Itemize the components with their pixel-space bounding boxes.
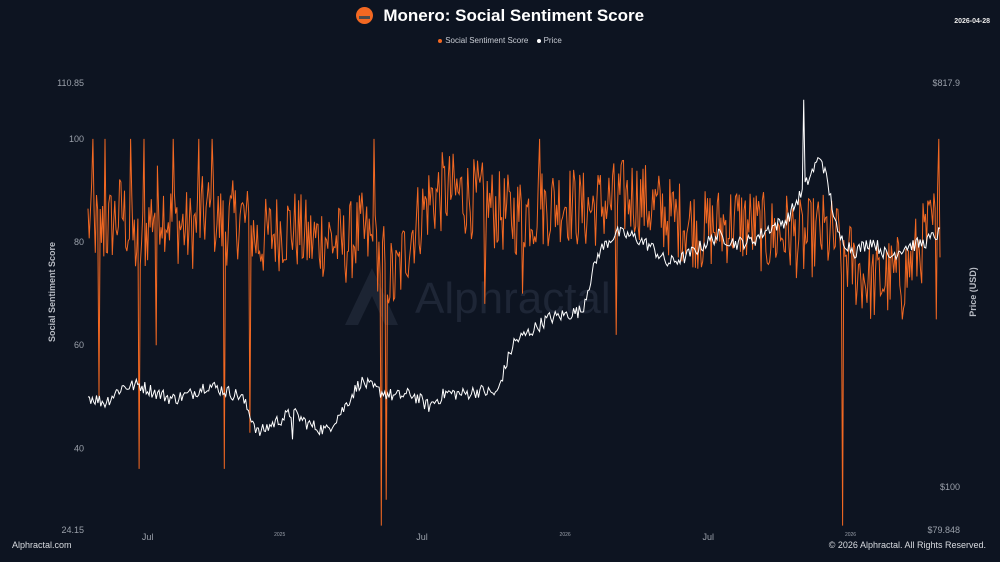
y-right-tick-label: $100 (940, 482, 960, 492)
date-stamp: 2026-04-28 (954, 18, 990, 25)
x-tick-label: Jul (702, 532, 714, 542)
footer-site[interactable]: Alphractal.com (12, 540, 72, 550)
y-left-tick-label: 60 (74, 340, 84, 350)
legend-label-price: Price (543, 36, 562, 45)
y-left-tick-label: 110.85 (57, 78, 84, 88)
series-line-sentiment (87, 138, 941, 526)
legend-dot-sentiment (438, 38, 443, 43)
x-tick-label: Jul (416, 532, 428, 542)
watermark-text: Alphractal (415, 274, 611, 323)
series-group (87, 99, 941, 526)
y-left-tick-label: 40 (74, 443, 84, 453)
x-tick-label: 2026 (845, 532, 856, 538)
chart-title: Monero: Social Sentiment Score (383, 6, 645, 25)
y-axis-right-ticks: $817.9 $100 $79.848 (927, 78, 960, 535)
series-line-price (87, 99, 941, 440)
chart-title-bar: Monero: Social Sentiment Score (0, 6, 1000, 26)
x-tick-label: Jul (142, 532, 154, 542)
x-axis-ticks: Jul 2025 Jul 2026 Jul 2026 (142, 532, 856, 542)
y-left-tick-label: 24.15 (61, 525, 84, 535)
legend-dot-price (536, 38, 541, 43)
y-left-tick-label: 80 (74, 237, 84, 247)
legend-item-sentiment[interactable]: Social Sentiment Score (438, 36, 528, 45)
monero-logo-icon (355, 6, 373, 24)
legend: Social Sentiment Score Price (0, 36, 1000, 45)
y-right-tick-label: $817.9 (932, 78, 960, 88)
legend-label-sentiment: Social Sentiment Score (445, 36, 529, 45)
y-left-tick-label: 100 (69, 134, 84, 144)
x-tick-label: 2026 (560, 532, 571, 538)
x-tick-label: 2025 (274, 532, 285, 538)
footer-copyright: © 2026 Alphractal. All Rights Reserved. (828, 540, 986, 550)
legend-item-price[interactable]: Price (536, 36, 562, 45)
y-axis-left-ticks: 110.85 100 80 60 40 24.15 (57, 78, 84, 535)
y-right-tick-label: $79.848 (927, 525, 960, 535)
